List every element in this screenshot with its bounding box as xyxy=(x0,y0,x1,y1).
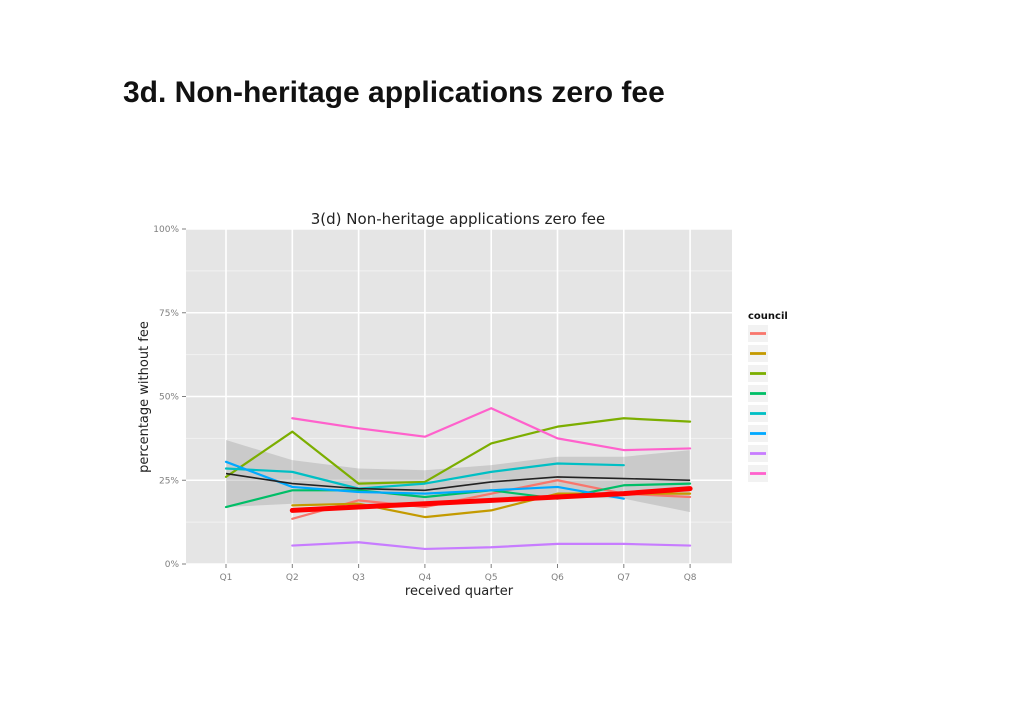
x-tick-label: Q3 xyxy=(352,573,365,583)
x-tick-label: Q5 xyxy=(485,573,498,583)
series-line-council-6 xyxy=(224,460,625,500)
y-tick-label: 100% xyxy=(153,225,179,235)
legend: council xyxy=(748,311,788,482)
series-line-council-8 xyxy=(291,407,692,452)
y-axis-ticks: 0% 25% 50% 75% 100% xyxy=(153,225,186,570)
linear-fit-line xyxy=(289,486,693,513)
x-tick-label: Q2 xyxy=(286,573,299,583)
x-axis-label: received quarter xyxy=(405,584,514,599)
overall-trend-line xyxy=(225,472,691,492)
y-tick-label: 0% xyxy=(165,560,180,570)
x-axis-ticks: Q1 Q2 Q3 Q4 Q5 Q6 Q7 Q8 xyxy=(220,564,697,583)
y-tick-label: 75% xyxy=(159,309,179,319)
series-line-council-4 xyxy=(224,482,692,509)
y-tick-label: 25% xyxy=(159,476,179,486)
series-line-council-7 xyxy=(291,541,692,551)
x-tick-label: Q1 xyxy=(220,573,233,583)
trend-lines xyxy=(225,472,693,513)
y-axis-label: percentage without fee xyxy=(137,321,152,473)
series-line-council-3 xyxy=(224,417,692,485)
slide-title: 3d. Non-heritage applications zero fee xyxy=(123,76,665,109)
legend-title: council xyxy=(748,311,788,322)
chart-title: 3(d) Non-heritage applications zero fee xyxy=(311,210,605,228)
x-tick-label: Q4 xyxy=(418,573,431,583)
series-line-council-5 xyxy=(224,462,625,490)
x-tick-label: Q8 xyxy=(684,573,697,583)
x-tick-label: Q6 xyxy=(551,573,564,583)
x-tick-label: Q7 xyxy=(617,573,630,583)
y-tick-label: 50% xyxy=(159,393,179,403)
